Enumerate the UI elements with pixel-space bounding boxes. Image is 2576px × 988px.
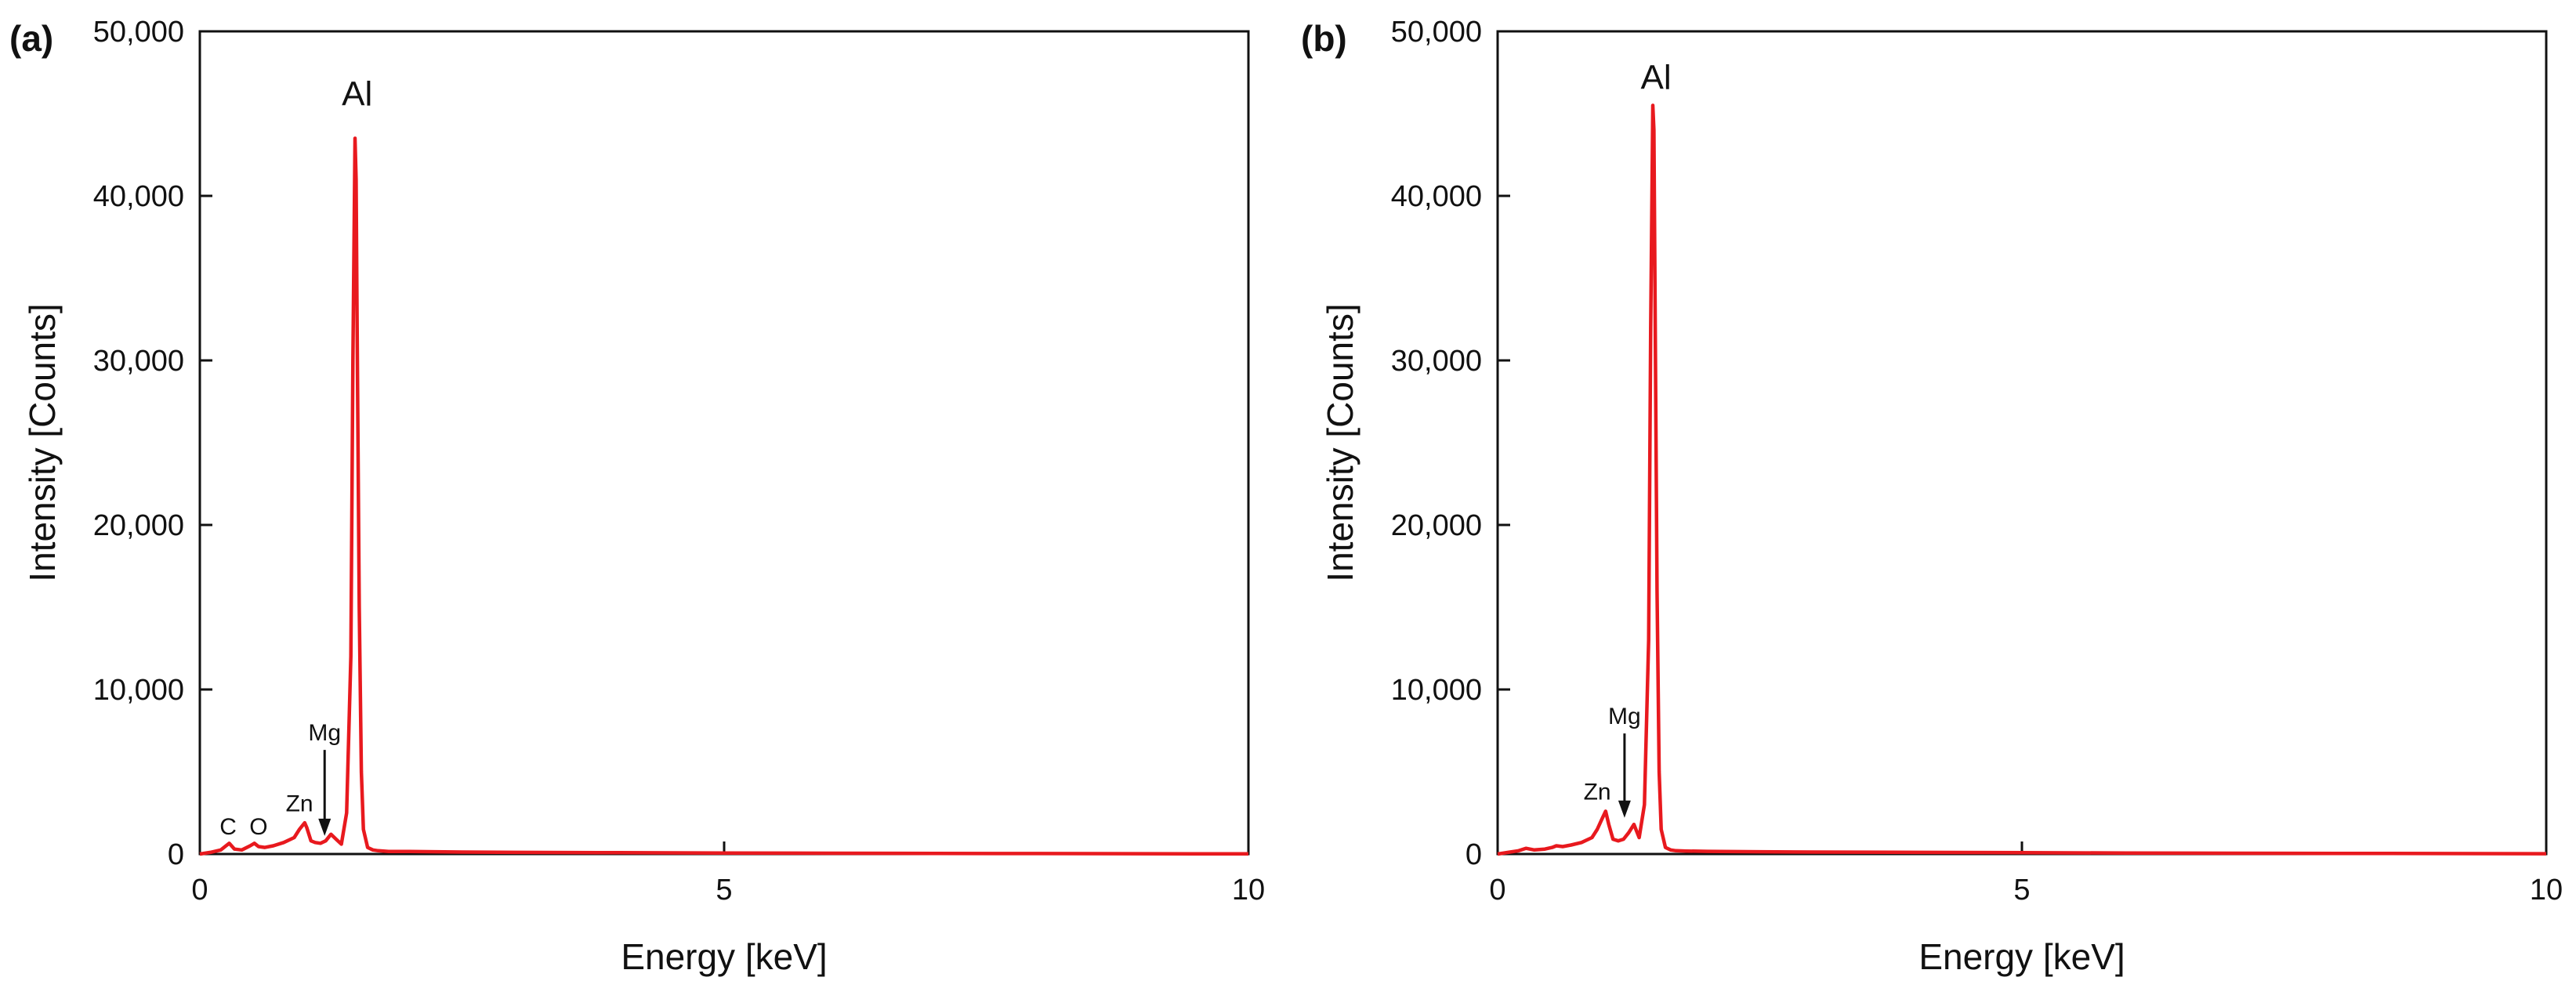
y-tick-label-a-3: 30,000 bbox=[93, 345, 184, 378]
y-tick-label-a-2: 20,000 bbox=[93, 509, 184, 542]
y-tick-label-b-3: 30,000 bbox=[1391, 345, 1482, 378]
y-axis-title-a: Intensity [Counts] bbox=[22, 303, 63, 581]
peak-arrow-head-mg-b bbox=[1618, 800, 1631, 818]
y-tick-label-b-2: 20,000 bbox=[1391, 509, 1482, 542]
y-tick-label-a-1: 10,000 bbox=[93, 674, 184, 707]
x-tick-label-a-2: 10 bbox=[1232, 874, 1265, 907]
y-tick-label-b-0: 0 bbox=[1466, 838, 1482, 871]
panel-label-b: (b) bbox=[1301, 18, 1347, 59]
y-tick-label-b-5: 50,000 bbox=[1391, 16, 1482, 49]
x-tick-label-b-2: 10 bbox=[2530, 874, 2563, 907]
x-tick-label-a-0: 0 bbox=[191, 874, 208, 907]
peak-label-mg-a: Mg bbox=[308, 720, 341, 746]
spectrum-line-a-0 bbox=[199, 136, 1249, 856]
panel-label-a: (a) bbox=[9, 18, 53, 59]
peak-label-zn-a: Zn bbox=[286, 791, 313, 816]
y-tick-label-a-0: 0 bbox=[168, 838, 184, 871]
peak-label-c-a: C bbox=[219, 814, 237, 840]
y-tick-label-b-1: 10,000 bbox=[1391, 674, 1482, 707]
x-axis-title-a: Energy [keV] bbox=[621, 936, 827, 977]
peak-label-o-a: O bbox=[249, 814, 267, 840]
x-tick-label-b-1: 5 bbox=[2013, 874, 2030, 907]
y-tick-label-a-4: 40,000 bbox=[93, 180, 184, 213]
chart-panel-b: (b) 0 10,000 20,000 30,000 40,000 50,000 0 5 10 En… bbox=[1301, 16, 2563, 977]
y-tick-label-a-5: 50,000 bbox=[93, 16, 184, 49]
peak-arrow-head-mg-a bbox=[318, 818, 332, 836]
spectrum-line-b-0 bbox=[1497, 103, 2547, 856]
x-axis-title-b: Energy [keV] bbox=[1918, 936, 2125, 977]
peak-label-mg-b: Mg bbox=[1608, 704, 1641, 729]
y-tick-label-b-4: 40,000 bbox=[1391, 180, 1482, 213]
peak-label-zn-b: Zn bbox=[1584, 780, 1611, 805]
peak-label-al-b: Al bbox=[1640, 59, 1671, 97]
peak-label-al-a: Al bbox=[342, 75, 372, 114]
y-axis-title-b: Intensity [Counts] bbox=[1320, 303, 1360, 581]
x-tick-label-a-1: 5 bbox=[716, 874, 732, 907]
chart-panel-a: (a) 0 10,000 20,000 30,000 40,000 50,000 0 5 10 En… bbox=[9, 16, 1265, 977]
x-tick-label-b-0: 0 bbox=[1489, 874, 1505, 907]
